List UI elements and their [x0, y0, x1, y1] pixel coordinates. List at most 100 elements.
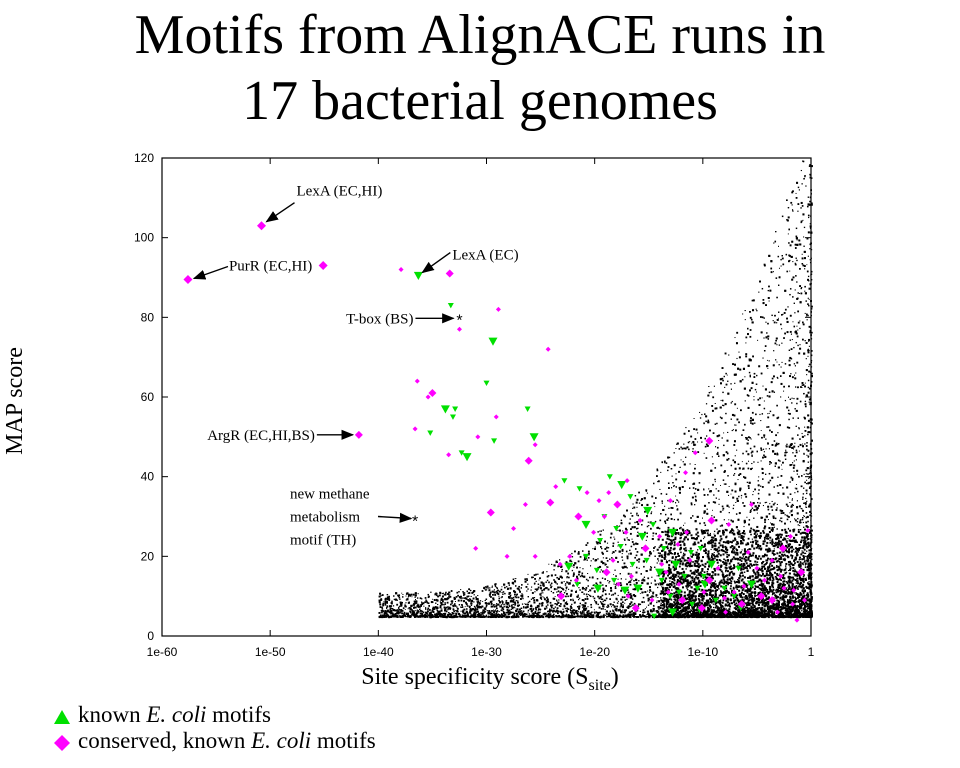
conserved-motif-point: [787, 533, 793, 539]
known-motif-point: [529, 433, 539, 442]
known-motif-point: [447, 302, 454, 309]
conserved-motif-point: [398, 267, 404, 273]
conserved-motif-point: [745, 549, 751, 555]
known-motif-point: [458, 450, 465, 456]
conserved-motif-point: [624, 478, 630, 484]
conserved-motif-point: [532, 442, 538, 448]
conserved-motif-point: [596, 498, 602, 504]
conserved-motif-point: [473, 545, 479, 551]
y-tick-label: 100: [134, 231, 154, 245]
conserved-motif-point: [445, 269, 454, 278]
conserved-motif-point: [697, 604, 706, 613]
conserved-motif-point: [731, 589, 737, 595]
y-tick-label: 80: [141, 310, 155, 324]
conserved-motif-point: [701, 589, 707, 595]
known-motif-point: [583, 553, 590, 560]
known-motif-point: [449, 414, 456, 420]
x-tick-label: 1e-20: [579, 645, 610, 659]
known-motif-point: [491, 438, 498, 444]
known-motif-point: [658, 577, 665, 584]
known-motif-point: [561, 478, 568, 484]
y-tick-label: 0: [147, 629, 154, 643]
known-motif-point: [627, 494, 634, 500]
conserved-motif-point: [723, 609, 729, 615]
known-motif-point: [483, 380, 490, 387]
conserved-motif-point: [610, 557, 616, 563]
legend-known-post: motifs: [206, 702, 271, 727]
x-axis-title-sub: site: [588, 676, 611, 694]
annotation-methane-line: motif (TH): [290, 533, 356, 549]
conserved-motif-point: [790, 601, 796, 607]
known-motif-point: [697, 545, 704, 552]
legend-conserved-post: motifs: [311, 728, 376, 753]
y-tick-label: 120: [134, 151, 154, 165]
conserved-motif-point: [628, 573, 634, 579]
conserved-motif-point: [486, 508, 495, 517]
conserved-motif-point: [504, 553, 510, 559]
conserved-motif-point: [721, 595, 727, 601]
conserved-motif-point: [557, 592, 566, 601]
known-motif-point: [650, 522, 657, 528]
legend-known-pre: known: [78, 702, 147, 727]
conserved-motif-point: [428, 389, 437, 398]
conserved-motif-point: [511, 525, 517, 531]
conserved-motif-point: [705, 576, 714, 585]
known-motif-point: [655, 568, 665, 577]
known-motif-point: [427, 430, 434, 436]
chart-title-line2: 17 bacterial genomes: [242, 70, 718, 132]
conserved-motif-point: [774, 609, 780, 615]
conserved-motif-point: [574, 512, 583, 521]
conserved-motif-point: [524, 456, 533, 465]
conserved-motif-point: [805, 527, 811, 533]
conserved-motif-point: [797, 568, 806, 577]
conserved-motif-point: [257, 221, 267, 231]
annotation-lexa-ec: LexA (EC): [452, 248, 518, 264]
annotation-purr: PurR (EC,HI): [229, 258, 312, 274]
conserved-motif-point: [456, 326, 462, 332]
y-tick-label: 40: [141, 470, 155, 484]
conserved-motif-point: [726, 521, 732, 527]
y-tick-label: 60: [141, 390, 155, 404]
known-motif-point: [721, 585, 728, 592]
x-axis-title-close: ): [610, 664, 619, 690]
conserved-motif-point: [567, 553, 573, 559]
annotation-arrow: [265, 202, 295, 223]
conserved-motif-point: [446, 452, 452, 458]
known-motif-point: [668, 608, 678, 617]
conserved-motif-point: [659, 561, 665, 567]
conserved-motif-point: [546, 498, 555, 507]
conserved-motif-point: [623, 529, 629, 535]
conserved-motif-point: [545, 346, 551, 352]
conserved-motif-point: [425, 394, 431, 400]
known-motif-point: [620, 586, 630, 595]
known-motif-point: [712, 597, 719, 604]
known-motif-point: [671, 560, 681, 569]
known-motif-point: [643, 506, 653, 516]
annotation-methane-line: new methane: [290, 487, 370, 503]
conserved-motif-point: [663, 569, 669, 575]
known-motif-point: [660, 545, 667, 552]
known-motif-point: [633, 584, 643, 593]
x-tick-label: 1e-60: [147, 645, 178, 659]
conserved-motif-point: [615, 581, 621, 587]
conserved-motif-point: [665, 589, 671, 595]
conserved-motif-point: [601, 514, 607, 519]
known-motif-point: [452, 406, 459, 412]
conserved-motif-point: [606, 490, 612, 496]
conserved-motif-point: [557, 561, 563, 567]
conserved-motif-point: [493, 414, 499, 420]
known-motif-point: [581, 520, 591, 529]
known-motif-point: [593, 584, 603, 593]
chart-title: Motifs from AlignACE runs in 17 bacteria…: [0, 2, 960, 134]
conserved-motif-point: [631, 604, 640, 613]
conserved-motif-point: [625, 593, 631, 599]
x-tick-label: 1e-10: [687, 645, 718, 659]
known-motif-point: [731, 593, 738, 600]
annotation-methane-line: metabolism: [290, 510, 360, 526]
legend-item-known: known E. coli motifs: [52, 702, 271, 728]
known-motif-point: [735, 565, 742, 572]
background-motif-cloud: [378, 160, 814, 619]
conserved-motif-point: [781, 585, 787, 591]
known-motif-point: [574, 581, 581, 588]
